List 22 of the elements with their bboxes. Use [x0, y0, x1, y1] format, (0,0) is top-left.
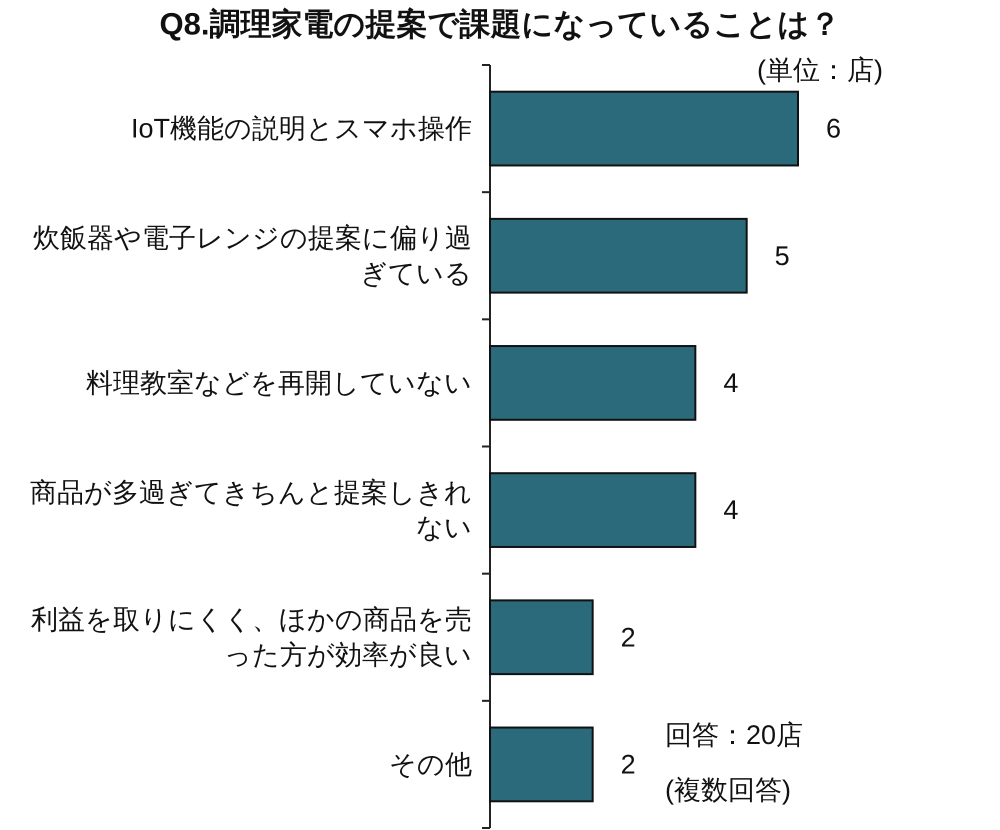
chart-title: Q8.調理家電の提案で課題になっていることは？: [160, 6, 840, 42]
bar: [489, 345, 696, 421]
data-label: 6: [826, 114, 842, 144]
bar: [489, 726, 594, 802]
y-tick-label: その他: [389, 749, 472, 780]
bar: [489, 599, 594, 676]
annotation: (単位：店): [757, 55, 883, 85]
y-tick-label: 料理教室などを再開していない: [86, 368, 472, 398]
annotation: 回答：20店: [665, 720, 804, 750]
annotation: (複数回答): [665, 775, 791, 805]
bar: [489, 90, 799, 166]
data-label: 2: [620, 749, 636, 780]
y-tick-label: 商品が多過ぎてきちんと提案しきれない: [30, 478, 472, 543]
bar: [489, 218, 748, 294]
y-tick-label: IoT機能の説明とスマホ操作: [130, 114, 472, 144]
data-label: 4: [723, 368, 738, 398]
data-label: 4: [723, 495, 738, 526]
y-tick-label: 炊飯器や電子レンジの提案に偏り過ぎている: [33, 223, 472, 288]
data-label: 5: [774, 240, 790, 271]
data-label: 2: [620, 622, 636, 652]
bar: [489, 472, 696, 548]
y-tick-label: 利益を取りにくく、ほかの商品を売った方が効率が良い: [31, 604, 472, 670]
